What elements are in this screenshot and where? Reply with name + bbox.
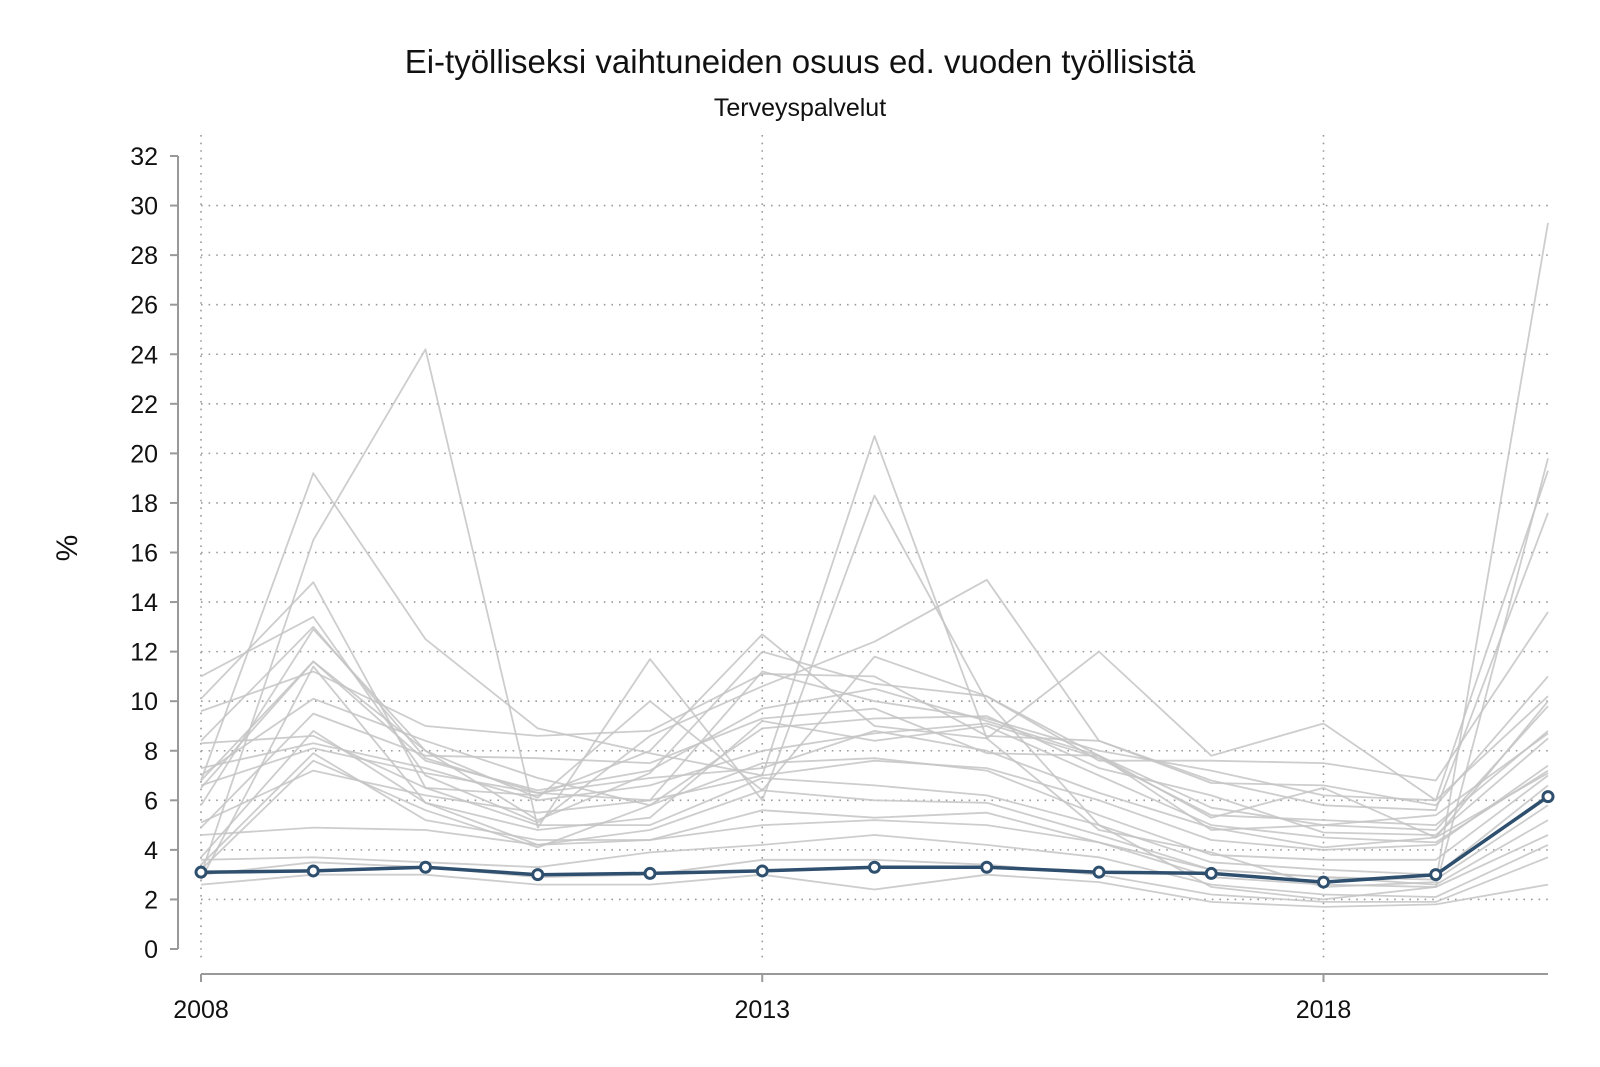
highlight-series-point	[531, 868, 545, 882]
background-series-line-12	[200, 730, 1549, 849]
background-series-line-8	[200, 628, 1549, 839]
y-tick-label: 8	[144, 738, 158, 766]
background-series-line-21	[200, 722, 1549, 826]
x-tick-label: 2008	[173, 996, 229, 1024]
background-series-line-5	[200, 611, 1549, 799]
y-tick-label: 4	[144, 837, 158, 865]
highlight-series-point	[643, 866, 657, 880]
highlight-series-point	[980, 860, 994, 874]
background-series-line-3	[200, 470, 1549, 802]
y-tick-label: 6	[144, 787, 158, 815]
highlight-series-point	[306, 864, 320, 878]
y-tick-label: 16	[130, 540, 158, 568]
y-tick-label: 32	[130, 143, 158, 171]
axes	[177, 156, 1548, 975]
y-tick-label: 10	[130, 688, 158, 716]
highlight-series-point	[1092, 865, 1106, 879]
background-series-line-10	[200, 697, 1549, 836]
background-series-line-22	[200, 660, 1549, 831]
chart-subtitle: Terveyspalvelut	[713, 94, 887, 122]
highlight-series-point	[419, 860, 432, 874]
gridlines	[200, 135, 1548, 959]
y-tick-label: 14	[130, 589, 158, 617]
background-series-line-15	[200, 665, 1549, 881]
x-tick-label: 2013	[734, 996, 790, 1024]
background-series	[200, 222, 1549, 908]
y-tick-label: 24	[130, 341, 158, 369]
y-tick-label: 12	[130, 639, 158, 667]
background-series-line-14	[200, 735, 1549, 876]
background-series-line-2	[200, 348, 1549, 901]
chart-title: Ei-työlliseksi vaihtuneiden osuus ed. vu…	[404, 43, 1196, 80]
y-tick-label: 2	[144, 886, 158, 914]
y-tick-label: 20	[130, 440, 158, 468]
x-axis-ticks: 2008 2013 2018	[173, 974, 1351, 1024]
background-series-line-4	[200, 512, 1549, 824]
highlight-series-point	[1204, 866, 1218, 880]
background-series-line-13	[200, 757, 1549, 871]
y-tick-label: 28	[130, 242, 158, 270]
y-tick-label: 26	[130, 292, 158, 320]
highlight-series-point	[194, 865, 208, 879]
highlight-series-point	[1541, 790, 1555, 804]
highlight-series	[194, 790, 1555, 889]
x-tick-label: 2018	[1296, 996, 1352, 1024]
background-series-line-7	[200, 625, 1549, 802]
background-series-line-20	[200, 873, 1549, 908]
y-tick-label: 0	[144, 936, 158, 964]
highlight-series-point	[1317, 875, 1330, 889]
y-tick-label: 18	[130, 490, 158, 518]
background-series-line-23	[200, 759, 1549, 851]
y-tick-label: 30	[130, 193, 158, 221]
y-tick-label: 22	[130, 391, 158, 419]
highlight-series-point	[755, 864, 769, 878]
background-series-line-6	[200, 670, 1549, 807]
highlight-series-point	[868, 860, 881, 874]
highlight-series-point	[1429, 868, 1443, 882]
